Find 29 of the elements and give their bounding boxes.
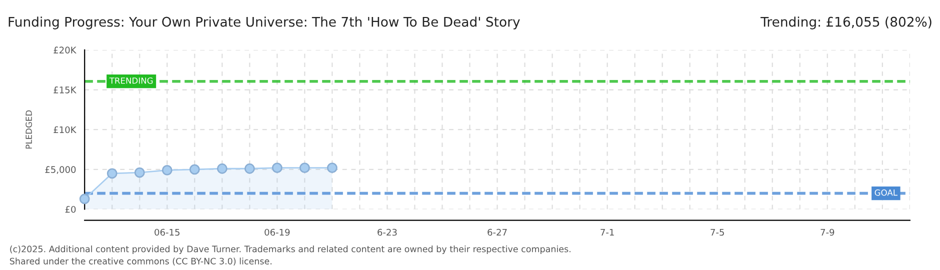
- y-tick-label: £5,000: [45, 166, 76, 174]
- point: [79, 194, 90, 204]
- point: [216, 163, 228, 174]
- x-tick-label: 7-5: [710, 228, 724, 236]
- y-tick-label: £0: [65, 206, 76, 213]
- point: [299, 162, 310, 174]
- point: [134, 167, 145, 178]
- x-tick-label: 7-9: [820, 228, 834, 236]
- text: Shared under the creative commons (CC BY-NC 3.0) license.: [10, 258, 272, 266]
- y-tick-label: £20K: [54, 46, 76, 54]
- y-tick-label: £10K: [54, 126, 76, 134]
- x-tick-label: 06-19: [264, 228, 290, 236]
- point: [106, 168, 118, 179]
- text: Trending: £16,055 (802%): [760, 16, 932, 30]
- ref-line-label: TRENDING: [109, 77, 153, 84]
- x-tick-label: 06-15: [154, 228, 180, 236]
- y-axis-title: PLEDGED: [26, 110, 32, 149]
- chart-title: Funding Progress: Your Own Private Universe: The 7th 'How To Be Dead' Story: [8, 16, 520, 30]
- point: [272, 162, 282, 174]
- point: [244, 163, 255, 174]
- point: [162, 165, 172, 176]
- point: [189, 164, 200, 175]
- ref-line-label: GOAL: [874, 189, 898, 196]
- x-tick-label: 6-23: [378, 228, 397, 236]
- point: [326, 162, 338, 174]
- x-tick-label: 6-27: [488, 228, 507, 236]
- x-tick-label: 7-1: [600, 228, 614, 236]
- y-tick-label: £15K: [54, 86, 76, 94]
- text: (c)2025. Additional content provided by Dave Turner. Trademarks and related content are owned by their respective companies.: [10, 246, 570, 254]
